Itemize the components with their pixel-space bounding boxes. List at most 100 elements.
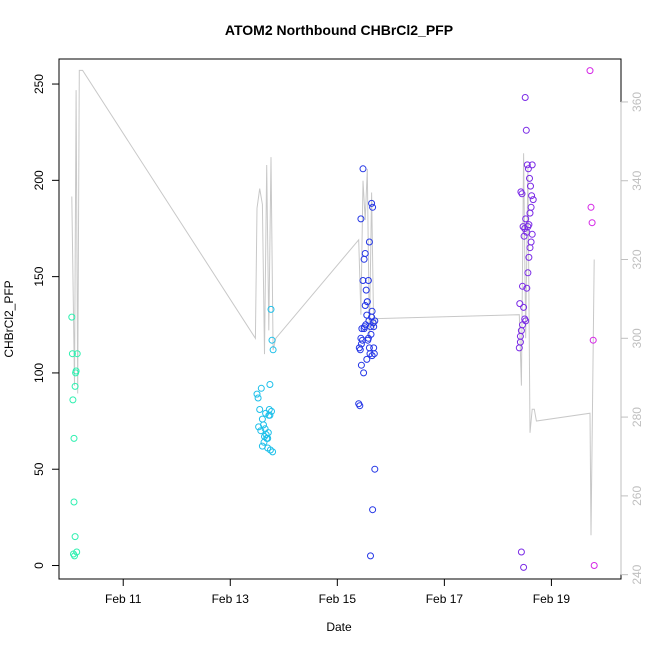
data-point bbox=[357, 215, 365, 223]
chart-title: ATOM2 Northbound CHBrCl2_PFP bbox=[225, 22, 453, 38]
data-point bbox=[71, 382, 79, 390]
y2-tick-label: 340 bbox=[630, 170, 644, 190]
data-point bbox=[526, 209, 534, 217]
series-line-layer bbox=[71, 69, 595, 536]
data-point bbox=[356, 402, 364, 410]
data-point bbox=[256, 406, 264, 413]
data-point bbox=[73, 350, 81, 358]
y2-tick-label: 240 bbox=[630, 564, 644, 584]
data-point bbox=[265, 406, 273, 413]
data-point bbox=[267, 305, 275, 313]
data-point bbox=[258, 415, 266, 423]
data-point bbox=[357, 334, 365, 342]
y2-tick-label: 320 bbox=[630, 249, 644, 269]
data-point bbox=[261, 433, 268, 440]
data-point bbox=[363, 298, 371, 306]
data-point bbox=[526, 244, 534, 252]
data-point bbox=[367, 552, 374, 560]
data-point bbox=[368, 199, 376, 207]
data-point bbox=[517, 548, 525, 556]
data-point bbox=[523, 284, 531, 292]
y-tick-label: 150 bbox=[32, 266, 46, 286]
y-tick-label: 50 bbox=[32, 462, 46, 476]
data-point bbox=[528, 161, 536, 169]
x-tick-label: Feb 13 bbox=[212, 592, 250, 606]
data-point bbox=[521, 94, 529, 101]
data-point bbox=[269, 346, 277, 354]
data-point bbox=[364, 277, 372, 284]
data-point bbox=[589, 336, 597, 344]
data-point bbox=[520, 563, 528, 571]
y-tick-label: 0 bbox=[32, 562, 46, 569]
data-point bbox=[370, 350, 378, 358]
data-point bbox=[516, 300, 524, 308]
y-axis-left: 0 50 100 150 200 250 bbox=[32, 74, 60, 569]
data-point bbox=[364, 334, 372, 342]
data-point bbox=[268, 407, 275, 415]
data-point bbox=[369, 506, 377, 514]
x-axis: Feb 11 Feb 13 Feb 15 Feb 17 Feb 19 bbox=[105, 578, 570, 606]
data-point bbox=[357, 340, 365, 348]
data-point bbox=[253, 390, 261, 398]
data-point bbox=[257, 427, 265, 435]
data-point bbox=[518, 190, 526, 198]
data-point bbox=[523, 161, 531, 169]
y-axis-label: CHBrCl2_PFP bbox=[2, 280, 16, 357]
data-point bbox=[371, 465, 379, 473]
y-tick-label: 200 bbox=[32, 170, 46, 190]
data-point bbox=[524, 223, 532, 231]
data-point bbox=[527, 238, 535, 246]
data-point bbox=[71, 552, 78, 560]
data-point bbox=[361, 250, 369, 257]
data-point bbox=[71, 533, 79, 541]
data-point bbox=[264, 429, 272, 437]
data-point bbox=[359, 165, 367, 173]
data-point bbox=[68, 313, 76, 321]
data-point bbox=[527, 203, 535, 211]
data-point bbox=[266, 381, 274, 388]
data-point bbox=[590, 562, 598, 569]
x-tick-label: Feb 11 bbox=[105, 592, 142, 606]
x-axis-label: Date bbox=[326, 620, 352, 634]
y-tick-label: 100 bbox=[32, 363, 46, 383]
data-point bbox=[528, 192, 536, 200]
data-point bbox=[524, 165, 532, 173]
data-point bbox=[362, 286, 370, 294]
data-point bbox=[516, 332, 524, 340]
scatter-point-layer bbox=[68, 67, 598, 571]
y-tick-label: 250 bbox=[32, 74, 46, 94]
data-point bbox=[69, 396, 77, 404]
data-point bbox=[70, 498, 78, 506]
series-line bbox=[71, 69, 595, 536]
x-tick-label: Feb 15 bbox=[319, 592, 357, 606]
data-point bbox=[369, 203, 377, 211]
data-point bbox=[73, 548, 81, 556]
data-point bbox=[586, 67, 594, 75]
data-point bbox=[519, 282, 526, 290]
data-point bbox=[587, 203, 595, 211]
data-point bbox=[363, 355, 371, 363]
y-axis-right: 240 260 280 300 320 340 360 bbox=[620, 92, 644, 585]
data-point bbox=[262, 409, 270, 417]
data-point bbox=[68, 350, 76, 358]
y2-tick-label: 280 bbox=[630, 407, 644, 427]
y2-tick-label: 360 bbox=[630, 92, 644, 112]
data-point bbox=[522, 215, 530, 223]
x-tick-label: Feb 17 bbox=[426, 592, 464, 606]
data-point bbox=[522, 126, 530, 134]
data-point bbox=[255, 423, 263, 431]
y2-tick-label: 300 bbox=[630, 328, 644, 348]
data-point bbox=[522, 317, 530, 325]
data-point bbox=[360, 369, 368, 377]
data-point bbox=[529, 196, 537, 204]
data-point bbox=[519, 321, 526, 329]
data-point bbox=[362, 321, 370, 329]
data-point bbox=[370, 323, 378, 331]
data-point bbox=[268, 336, 276, 344]
data-point bbox=[360, 325, 368, 333]
data-point bbox=[269, 448, 277, 456]
data-point bbox=[70, 434, 78, 442]
data-point bbox=[361, 302, 369, 309]
data-point bbox=[365, 344, 373, 352]
data-point bbox=[368, 352, 376, 360]
